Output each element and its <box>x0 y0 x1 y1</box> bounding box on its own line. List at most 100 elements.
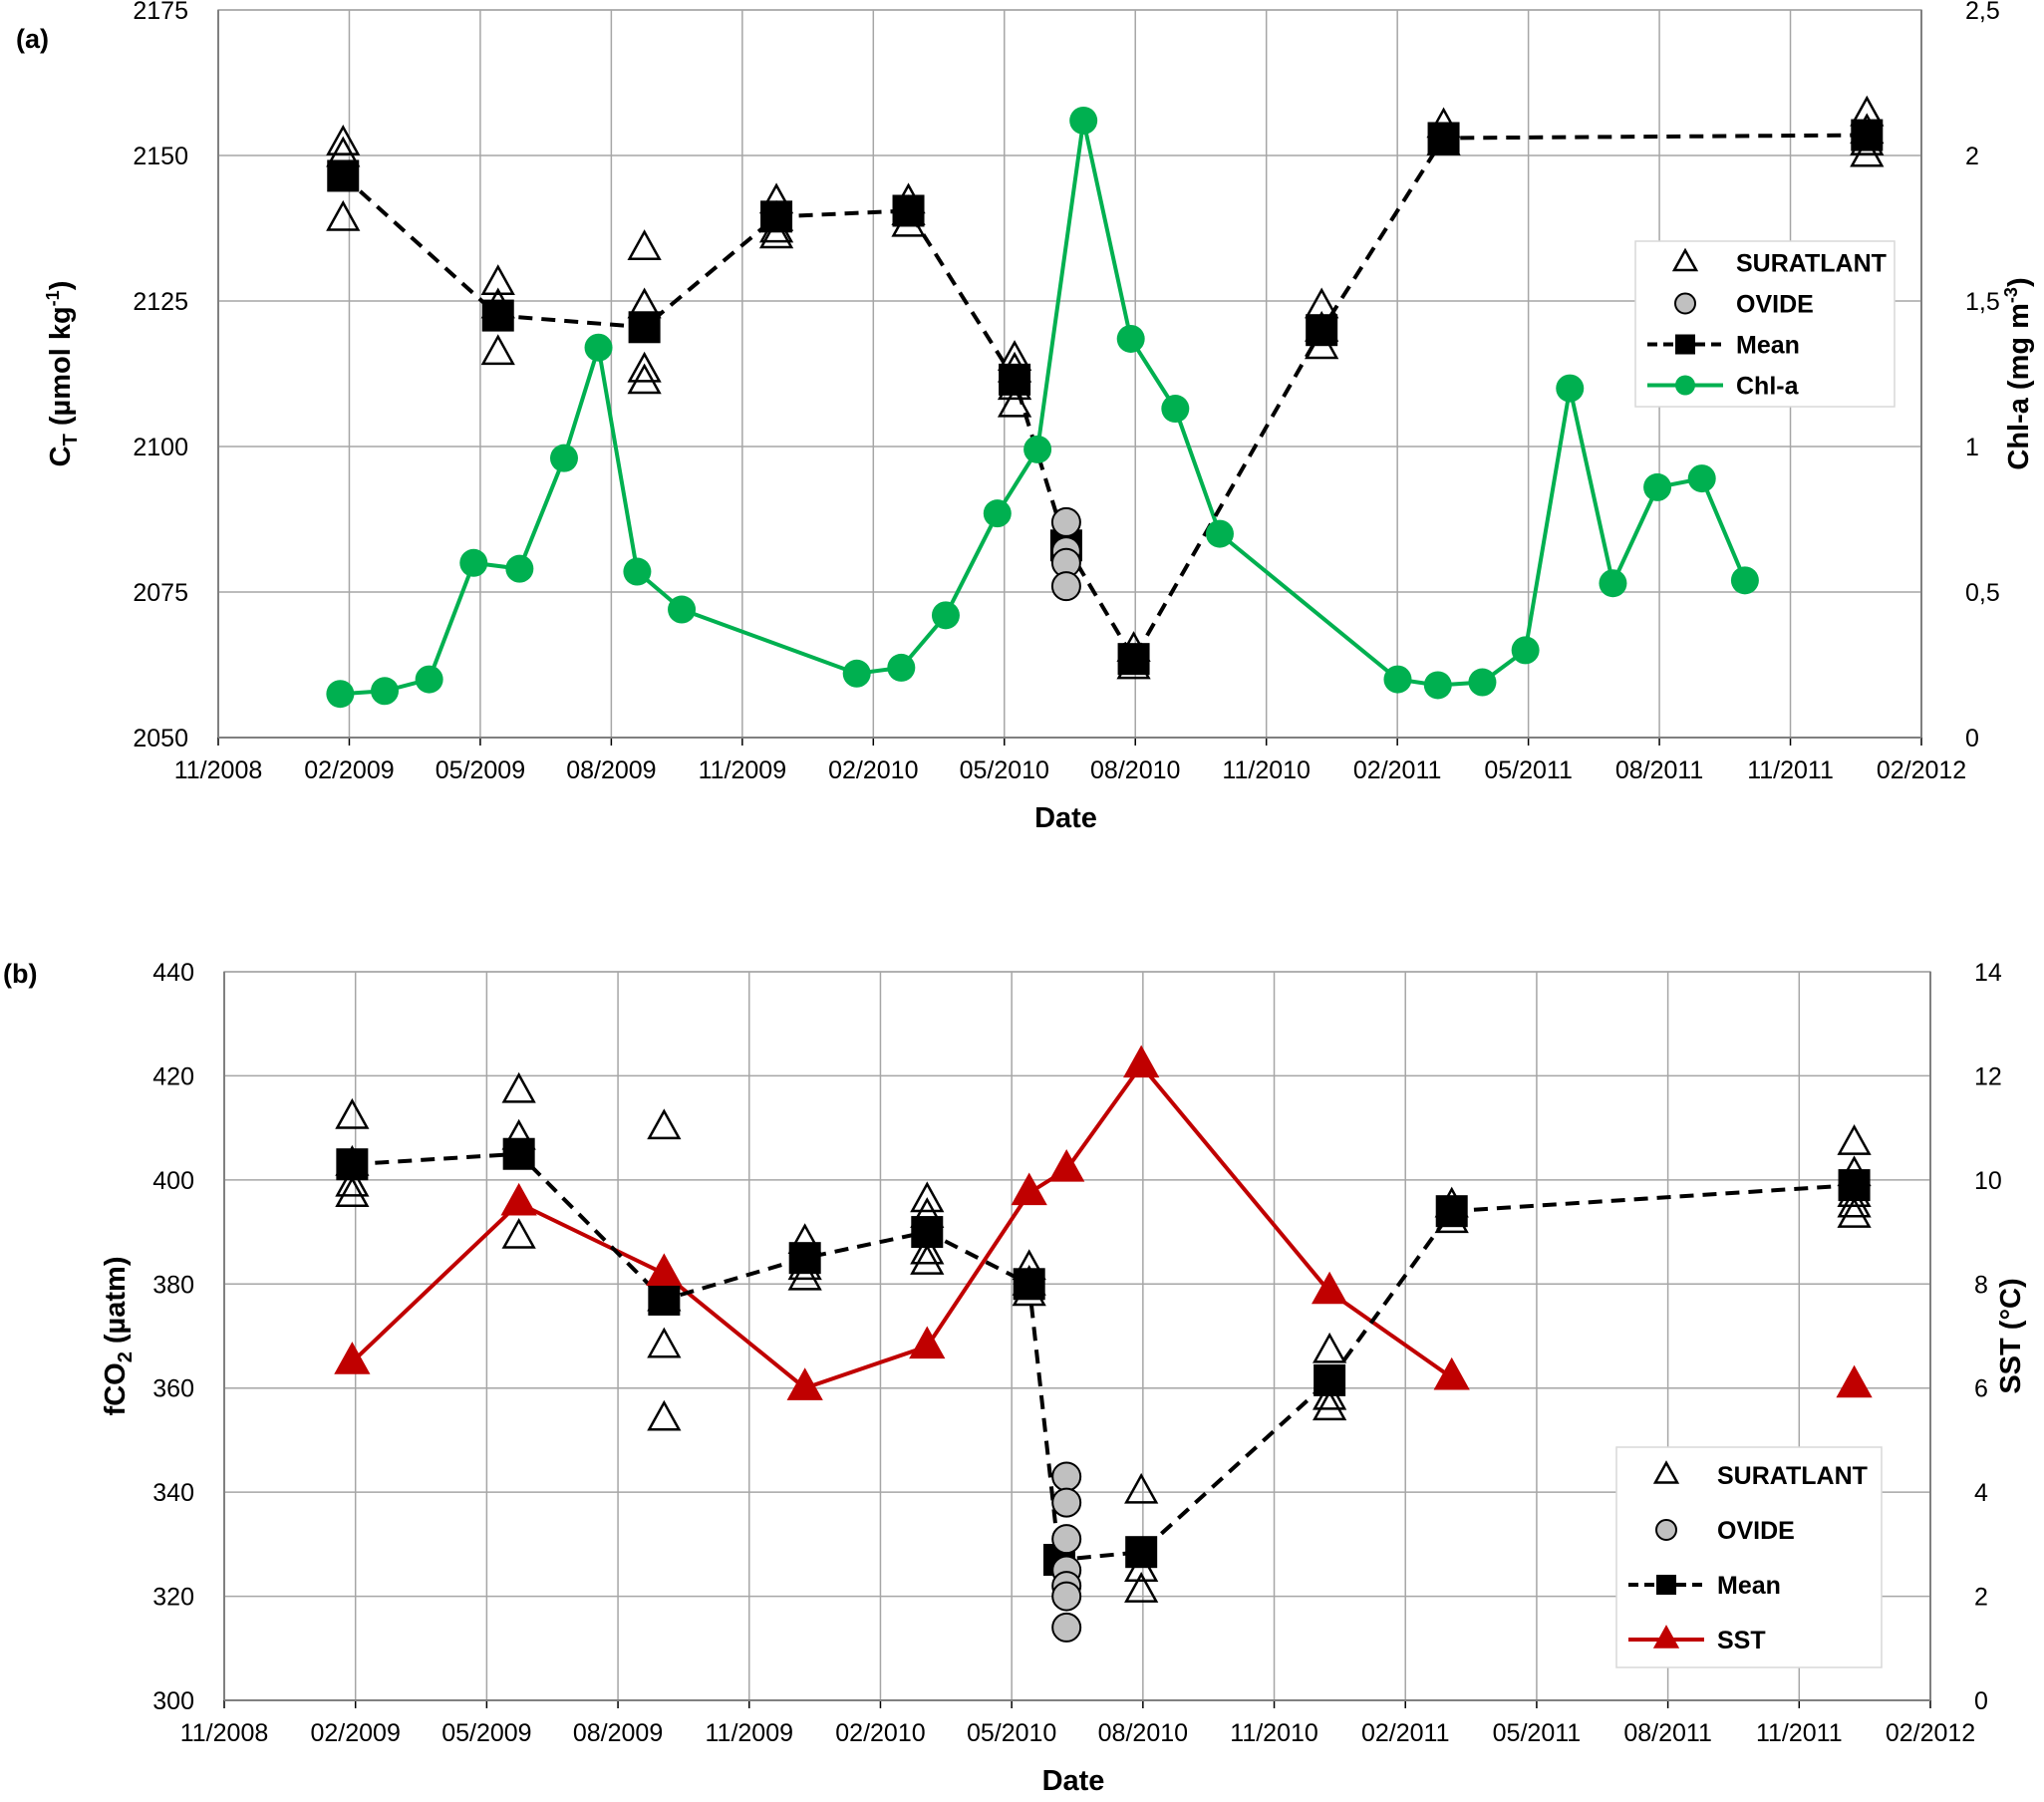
legend-label: Mean <box>1717 1572 1781 1600</box>
mean-point <box>1838 1169 1871 1202</box>
legend-label: OVIDE <box>1717 1517 1795 1545</box>
sst-point <box>1011 1172 1047 1206</box>
mean-point <box>1013 1268 1045 1301</box>
legend: SURATLANT OVIDE Mean SST <box>1615 1446 1883 1668</box>
chl-a-point <box>1161 395 1190 424</box>
y-tick-label: 2075 <box>133 579 188 607</box>
legend-label: SURATLANT <box>1736 250 1887 278</box>
ovide-point <box>1051 1581 1082 1612</box>
x-tick-label: 08/2011 <box>1615 756 1704 784</box>
chl-a-point <box>1383 665 1412 694</box>
x-tick-label: 11/2009 <box>706 1719 794 1747</box>
mean-point <box>327 159 360 192</box>
suratlant-point <box>1850 136 1885 167</box>
chl-a-point <box>326 680 355 709</box>
suratlant-point <box>335 1165 370 1197</box>
sst-point <box>1048 1148 1085 1182</box>
panel-tag: (b) <box>3 959 37 989</box>
y-tick-label: 420 <box>152 1062 194 1090</box>
sst-line <box>350 1061 1453 1390</box>
x-tick-label: 02/2011 <box>1361 1719 1450 1747</box>
x-tick-label: 08/2011 <box>1623 1719 1712 1747</box>
ovide-point <box>1051 1461 1082 1492</box>
mean-point <box>1125 1536 1158 1569</box>
suratlant-point <box>787 1259 822 1291</box>
y-tick-label: 380 <box>152 1271 194 1299</box>
suratlant-point <box>326 125 361 155</box>
x-tick-label: 11/2010 <box>1222 756 1311 784</box>
chl-a-point <box>1116 324 1145 353</box>
mean-point <box>911 1216 944 1249</box>
x-tick-label: 11/2008 <box>180 1719 269 1747</box>
x-tick-label: 05/2011 <box>1484 756 1573 784</box>
suratlant-point <box>647 1327 682 1358</box>
y2-axis-title-main: Chl-a (mg m <box>2003 303 2035 470</box>
chl-a-point <box>623 557 652 586</box>
mean-point <box>628 311 661 344</box>
y2-tick-label: 12 <box>1974 1062 2002 1090</box>
y2-axis-title-main: SST (°C) <box>1995 1278 2027 1393</box>
mean-point <box>648 1283 681 1316</box>
y-axis-title: CT (µmol kg-1) <box>43 281 82 467</box>
x-tick-label: 08/2009 <box>566 756 656 784</box>
mean-point <box>1306 314 1338 347</box>
x-tick-label: 05/2010 <box>960 756 1049 784</box>
x-tick-label: 11/2010 <box>1230 1719 1318 1747</box>
chl-a-point <box>549 444 578 472</box>
suratlant-point <box>1312 1332 1347 1363</box>
suratlant-point <box>758 217 794 249</box>
chl-a-point <box>415 665 443 694</box>
y2-tick-label: 0,5 <box>1965 579 2000 607</box>
mean-point <box>1851 119 1884 151</box>
x-tick-label: 08/2010 <box>1090 756 1180 784</box>
x-tick-label: 11/2009 <box>699 756 787 784</box>
y-tick-label: 360 <box>152 1375 194 1403</box>
chl-a-point <box>1556 374 1585 403</box>
mean-point <box>999 363 1031 396</box>
x-tick-label: 05/2010 <box>967 1719 1056 1747</box>
suratlant-point <box>501 1217 536 1249</box>
mean-point <box>1427 122 1460 154</box>
mean-point <box>336 1148 369 1181</box>
sst-point <box>1433 1356 1470 1390</box>
suratlant-point <box>627 351 662 383</box>
x-axis-title: Date <box>1034 802 1097 834</box>
y-axis-title-rest: (µmol kg <box>45 306 77 434</box>
y-tick-label: 300 <box>152 1687 194 1715</box>
suratlant-point <box>335 1097 370 1129</box>
sst-point <box>500 1182 537 1216</box>
y2-axis-title-sup: -3 <box>2001 287 2021 303</box>
x-tick-label: 02/2009 <box>304 756 394 784</box>
legend-label: SURATLANT <box>1717 1462 1868 1490</box>
chl-a-point <box>1599 569 1627 598</box>
mean-point <box>502 1137 535 1170</box>
suratlant-point <box>326 199 361 231</box>
panel-tag: (a) <box>16 24 49 54</box>
y2-tick-label: 10 <box>1974 1167 2002 1195</box>
legend: SURATLANT OVIDE Mean Chl-a <box>1634 240 1896 408</box>
chl-a-point <box>459 548 488 577</box>
chl-a-point <box>668 595 697 624</box>
y2-tick-label: 4 <box>1974 1479 1988 1507</box>
y-axis-title-end: ) <box>45 281 77 291</box>
y-axis-title: fCO2 (µatm) <box>100 1257 137 1416</box>
y2-tick-label: 1 <box>1965 434 1979 461</box>
y-tick-label: 320 <box>152 1584 194 1612</box>
mean-point <box>1117 643 1150 676</box>
y-axis-title-sub: T <box>60 434 82 446</box>
mean-point <box>1314 1363 1346 1396</box>
y2-tick-label: 2 <box>1974 1584 1988 1612</box>
suratlant-point <box>997 386 1032 418</box>
mean-point <box>1435 1195 1468 1228</box>
chl-a-point <box>887 653 916 682</box>
panel-a: (a)11/2008 02/2009 05/2009 08/2009 11/2009 02… <box>16 0 2035 834</box>
suratlant-point <box>1312 1389 1347 1421</box>
x-tick-label: 02/2010 <box>835 1719 925 1747</box>
ovide-point <box>1051 1487 1082 1518</box>
mean-point <box>481 299 514 332</box>
suratlant-point <box>501 1071 536 1103</box>
y-axis-title-main: fCO <box>100 1362 132 1415</box>
suratlant-point <box>627 363 662 395</box>
legend-label: Chl-a <box>1736 373 1800 401</box>
suratlant-point <box>910 1244 945 1275</box>
